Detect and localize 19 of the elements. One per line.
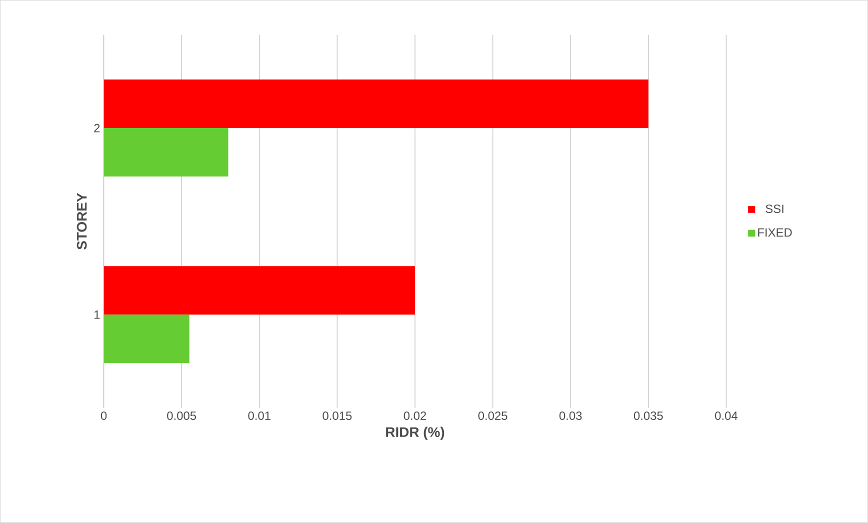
x-tick-label: 0.01: [248, 412, 270, 420]
bar: [104, 128, 228, 177]
y-tick-label: 2: [94, 124, 100, 132]
legend-label: SSI: [766, 204, 784, 214]
y-axis-title: STOREY: [76, 193, 87, 250]
x-tick-label: 0.025: [478, 412, 508, 420]
x-tick-label: 0: [100, 412, 107, 420]
bar: [104, 266, 415, 315]
x-tick-label: 0.03: [559, 412, 582, 420]
y-tick-label: 1: [94, 310, 100, 319]
x-tick-label: 0.035: [634, 412, 663, 420]
x-tick-label: 0.02: [404, 412, 426, 420]
bar: [104, 314, 190, 364]
x-tick-label: 0.04: [715, 412, 738, 420]
x-tick-label: 0.015: [322, 412, 352, 420]
legend-label: FIXED: [758, 228, 792, 237]
x-axis-title: RIDR (%): [386, 426, 444, 440]
x-tick-label: 0.005: [167, 412, 196, 420]
bar: [104, 80, 648, 128]
